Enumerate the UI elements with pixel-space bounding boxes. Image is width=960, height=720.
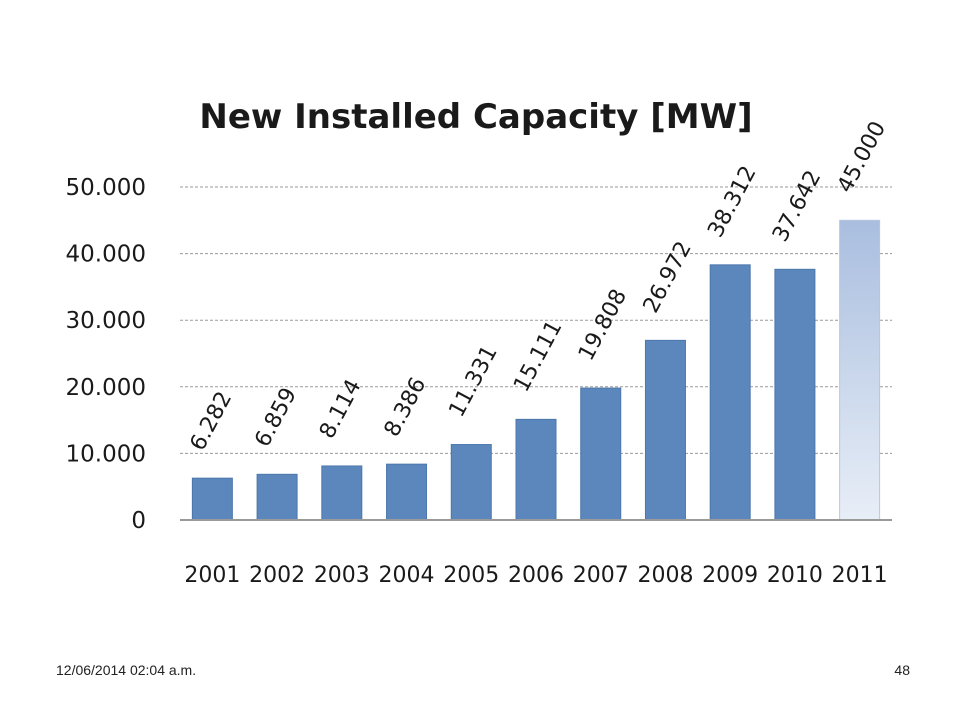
x-tick-label: 2010 xyxy=(767,563,823,588)
page-number: 48 xyxy=(894,662,910,678)
data-label-2006: 15.111 xyxy=(509,316,567,396)
x-tick-label: 2009 xyxy=(702,563,758,588)
y-tick-label: 20.000 xyxy=(66,375,146,401)
x-tick-label: 2004 xyxy=(379,563,435,588)
x-tick-label: 2008 xyxy=(637,563,693,588)
bar-2004 xyxy=(386,463,428,521)
y-tick-label: 30.000 xyxy=(66,308,146,334)
data-label-2008: 26.972 xyxy=(639,237,697,317)
bar-2001 xyxy=(191,477,233,521)
bar-2005 xyxy=(450,444,492,521)
x-axis-ticks: 2001 2002 2003 2004 2005 2006 2007 2008 2009 2010… xyxy=(184,563,887,588)
x-tick-label: 2005 xyxy=(443,563,499,588)
bar-2006 xyxy=(515,418,557,521)
bar-2011 xyxy=(839,219,881,521)
bar-2010 xyxy=(774,268,816,521)
y-tick-label: 10.000 xyxy=(66,441,146,467)
bar-2008 xyxy=(644,339,686,521)
x-tick-label: 2001 xyxy=(184,563,240,588)
y-tick-label: 50.000 xyxy=(66,175,146,201)
y-tick-label: 40.000 xyxy=(66,242,146,268)
x-tick-label: 2003 xyxy=(314,563,370,588)
bar-2003 xyxy=(321,465,363,521)
x-tick-label: 2011 xyxy=(832,563,888,588)
data-label-2007: 19.808 xyxy=(574,285,632,365)
data-label-2010: 37.642 xyxy=(768,166,826,246)
x-tick-label: 2007 xyxy=(573,563,629,588)
x-tick-label: 2006 xyxy=(508,563,564,588)
y-tick-label: 0 xyxy=(131,508,146,534)
data-label-2002: 6.859 xyxy=(250,384,302,451)
bar-2002 xyxy=(256,473,298,521)
footer-date: 12/06/2014 02:04 a.m. xyxy=(56,662,197,678)
data-label-2001: 6.282 xyxy=(186,388,238,455)
data-label-2009: 38.312 xyxy=(703,162,761,242)
bars xyxy=(191,219,881,521)
data-label-2005: 11.331 xyxy=(444,342,502,422)
bar-2009 xyxy=(709,264,751,521)
y-axis-ticks: 0 10.000 20.000 30.000 40.000 50.000 xyxy=(66,175,146,534)
data-label-2004: 8.386 xyxy=(380,374,432,441)
data-label-2003: 8.114 xyxy=(315,375,367,442)
bar-2007 xyxy=(580,387,622,521)
chart-title: New Installed Capacity [MW] xyxy=(199,97,752,137)
data-label-2011: 45.000 xyxy=(833,117,891,197)
x-tick-label: 2002 xyxy=(249,563,305,588)
